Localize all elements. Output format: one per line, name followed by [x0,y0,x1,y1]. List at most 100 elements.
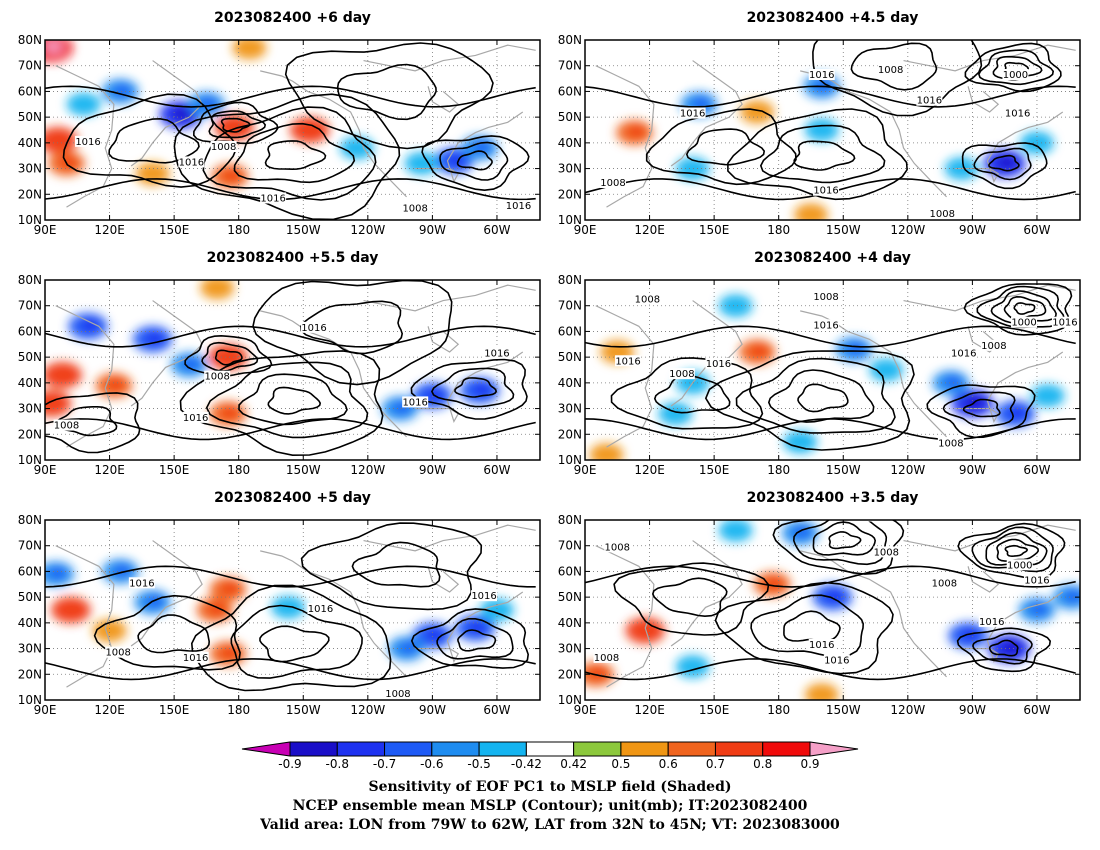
mslp-isobar [613,562,770,636]
colorbar-high-arrow [809,741,859,757]
mslp-isobar [284,42,494,150]
lon-tick-label: 90E [34,463,57,477]
contour-label-bg [604,541,631,553]
sensitivity-blob [804,118,839,142]
lat-tick-label: 70N [18,59,42,73]
footer-line-1: Sensitivity of EOF PC1 to MSLP field (Sh… [368,779,731,795]
sensitivity-core [221,350,239,363]
contour-label-bg [1002,69,1029,80]
contour-label-bg [178,156,205,168]
mslp-isobar [653,374,731,414]
contour-label-bg [808,69,835,80]
lat-tick-label: 40N [18,616,42,630]
contour-label: 1008 [635,295,660,306]
contour-label: 1016 [506,201,531,212]
contour-label: 1016 [706,359,731,370]
lat-tick-label: 10N [18,213,42,227]
mslp-isobar [956,627,1052,673]
colorbar-tick-label: 0.6 [659,757,678,771]
contour-label-bg [813,291,840,302]
contour-label-bg [301,321,328,333]
lat-tick-label: 50N [18,350,42,364]
contour-label: 1016 [183,653,208,664]
contour-label-bg [204,370,231,382]
lat-tick-label: 20N [558,427,582,441]
mslp-isobar [735,357,896,434]
sensitivity-core [200,97,217,109]
contour-label: 1016 [1052,318,1077,329]
lon-tick-label: 120W [350,223,385,237]
lon-tick-label: 150E [699,463,730,477]
lat-tick-label: 70N [558,59,582,73]
contour-label: 1016 [183,413,208,424]
panel-frame [44,39,541,221]
contour-label-bg [931,577,958,589]
lon-tick-label: 120E [94,463,125,477]
sensitivity-blob [340,136,375,160]
lon-tick-label: 90E [34,703,57,717]
panel-frame [584,279,1081,461]
sensitivity-blob [644,62,677,85]
contour-label: 1016 [813,320,838,331]
mslp-isobar [772,520,905,575]
mslp-isobar [972,632,1033,665]
sensitivity-blob [589,443,624,460]
contour-label-bg [505,200,532,212]
mslp-isobar [964,42,1062,93]
contour-label-bg [128,577,155,589]
mslp-isobar [45,178,536,201]
lat-tick-label: 20N [558,187,582,201]
contour-label-bg [950,347,977,359]
sensitivity-blob [1030,384,1065,408]
sensitivity-core [107,378,125,391]
mslp-isobar [300,522,483,611]
lon-tick-label: 120E [634,223,665,237]
footer-line-3: Valid area: LON from 79W to 62W, LAT fro… [259,817,840,833]
sensitivity-core [51,133,69,146]
contour-label-bg [483,347,510,359]
mslp-isobar [454,377,498,398]
contour-label: 1016 [301,323,326,334]
contour-label: 1000 [1007,560,1032,571]
lon-tick-label: 120E [634,463,665,477]
mslp-isobar [201,341,259,372]
sensitivity-blob [271,595,306,619]
contour-label-bg [1004,107,1031,119]
sensitivity-blob [740,100,775,124]
lon-tick-label: 150W [286,223,321,237]
sensitivity-blob [718,294,753,318]
contour-label-bg [53,419,80,431]
mslp-isobar [704,350,915,451]
panel-1: 2023082400 +6 day 1016 1008 1016 1016 1008 101… [18,10,541,237]
mslp-isobar [1003,295,1047,321]
lat-tick-label: 50N [18,590,42,604]
colorbar-tick-label: -0.9 [278,757,301,771]
lat-tick-label: 30N [18,642,42,656]
panel-title: 2023082400 +4.5 day [747,10,919,26]
contour-label: 1016 [179,157,204,168]
lon-tick-label: 120W [890,703,925,717]
mslp-isobar [173,93,401,220]
mslp-isobar [439,141,509,181]
lat-tick-label: 70N [18,539,42,553]
contour-label-bg [260,192,287,204]
lon-tick-label: 150W [286,463,321,477]
contour-label-bg [929,207,956,219]
contour-label-bg [1051,316,1078,328]
colorbar-box [336,741,386,757]
lat-tick-label: 80N [18,33,42,47]
colorbar-tick-label: -0.7 [373,757,396,771]
sensitivity-blob [718,520,753,542]
panel-frame [584,519,1081,701]
mslp-isobar [727,108,908,201]
lat-tick-label: 10N [558,453,582,467]
sensitivity-blob [66,92,101,116]
mslp-isobar [220,117,251,133]
lat-tick-label: 30N [558,162,582,176]
lat-tick-label: 40N [18,136,42,150]
colorbar-box [478,741,527,757]
footer-line-2: NCEP ensemble mean MSLP (Contour); unit(… [293,798,808,814]
lat-tick-label: 60N [18,84,42,98]
contour-label: 1008 [938,439,963,450]
contour-label: 1016 [402,397,427,408]
